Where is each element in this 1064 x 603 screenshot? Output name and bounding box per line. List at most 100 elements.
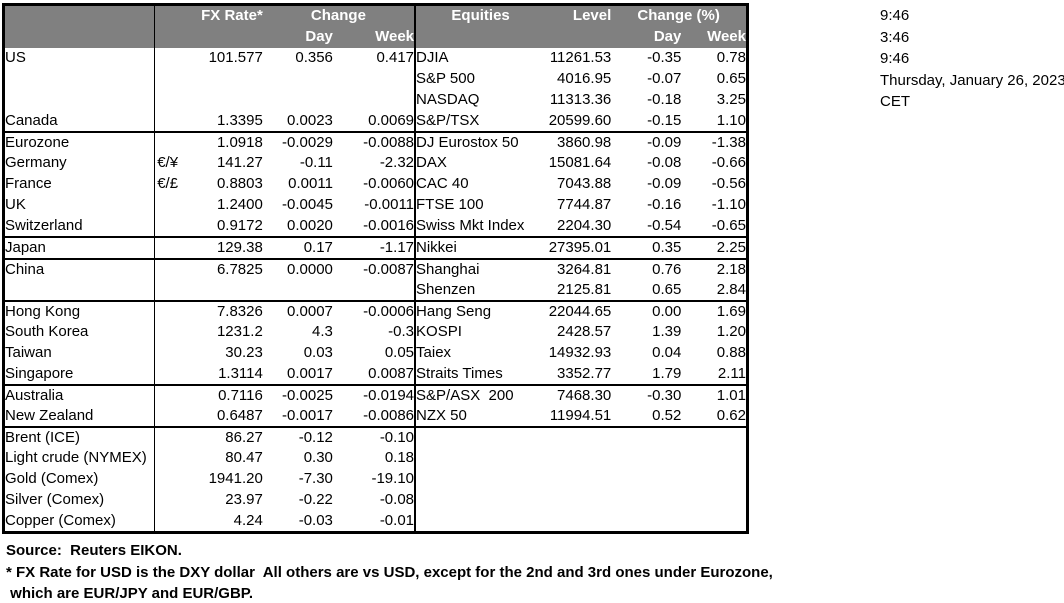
equity-day-change-cell: [611, 511, 681, 533]
fx-week-change-cell: -0.10: [332, 426, 417, 448]
table-row: UK 1.2400 -0.0045 -0.0011 FTSE 100 7744.87 -0.…: [3, 194, 748, 216]
fx-day-subheader: Day: [262, 26, 333, 48]
region-label-cell: China: [3, 258, 156, 280]
equity-week-change-cell: -1.38: [711, 133, 746, 151]
fx-rate-cell: 129.38: [154, 236, 263, 260]
equity-level-cell: 2204.30: [545, 215, 612, 238]
equity-name-cell: [415, 511, 545, 533]
table-row: Light crude (NYMEX) 80.47 0.30 0.18: [3, 447, 748, 469]
fx-week-change-cell: -0.01: [332, 510, 417, 532]
equity-day-change-cell: [611, 490, 681, 511]
equity-day-change-cell: -0.09: [647, 133, 682, 151]
timezone-label: CET: [880, 93, 910, 110]
date-label: Thursday, January 26, 2023: [880, 71, 1064, 89]
equity-week-change-cell: 2.84: [681, 279, 748, 302]
equity-week-change-cell: 3.25: [716, 91, 746, 108]
equity-day-change-cell: -0.35: [647, 49, 682, 66]
region-label-cell: [3, 68, 156, 90]
fx-day-change-cell: -0.0029: [282, 133, 333, 151]
table-row: S&P 500 4016.95 -0.07 0.65: [3, 68, 748, 90]
equity-level-cell: 27395.01: [545, 236, 612, 260]
equity-name-cell: DAX: [416, 154, 447, 171]
fx-day-change-cell: 0.17: [262, 236, 333, 260]
equity-day-change-cell: 0.35: [611, 236, 682, 260]
fx-rate-cell: [155, 90, 263, 111]
equity-level-cell: 11313.36: [549, 91, 612, 108]
equity-level-cell: 2125.81: [545, 279, 612, 302]
table-row: Eurozone 1.0918 -0.0029 -0.0088 DJ Eurostox …: [3, 131, 748, 153]
fx-week-change-cell: 0.05: [332, 342, 417, 364]
table-row: Taiwan 30.23 0.03 0.05 Taiex 14932.93 0.04 0.88: [3, 342, 748, 364]
fx-week-change-cell: [332, 68, 417, 90]
equity-name-cell: Straits Times: [415, 363, 546, 386]
region-label-cell: South Korea: [3, 321, 156, 343]
equity-level-cell: 3264.81: [557, 260, 612, 278]
equity-level-cell: 11994.51: [545, 405, 612, 428]
equity-level-cell: 2428.57: [557, 323, 612, 340]
table-row: Silver (Comex) 23.97 -0.22 -0.08: [3, 489, 748, 511]
table-row: US 101.577 0.356 0.417 DJIA 11261.53 -0.35 0.78: [3, 47, 748, 69]
equity-day-change-cell: 0.00: [652, 302, 682, 320]
table-row: Shenzen 2125.81 0.65 2.84: [3, 279, 748, 302]
region-label-cell: Japan: [3, 236, 156, 260]
table-row: NASDAQ 11313.36 -0.18 3.25: [3, 89, 748, 111]
region-label-cell: [3, 279, 156, 302]
region-label-cell: France: [3, 173, 156, 195]
equity-week-change-cell: [681, 469, 747, 490]
equity-day-change-cell: -0.18: [647, 91, 682, 108]
fx-day-change-cell: 0.0017: [262, 363, 333, 386]
equity-week-change-cell: [681, 511, 747, 533]
fx-week-change-cell: -19.10: [332, 468, 417, 490]
fx-day-change-cell: -0.0017: [262, 405, 333, 428]
source-line: Source: Reuters EIKON.: [6, 542, 182, 559]
region-label-cell: Copper (Comex): [3, 510, 156, 532]
eq-week-subheader: Week: [681, 26, 748, 48]
region-label-cell: Germany: [3, 152, 156, 174]
fx-rate-cell: 0.7116: [218, 386, 263, 404]
fx-day-change-cell: [263, 69, 333, 90]
equity-day-change-cell: 0.52: [611, 405, 682, 428]
equity-level-cell: 20599.60: [545, 110, 612, 133]
table-row: Copper (Comex) 4.24 -0.03 -0.01: [3, 510, 748, 533]
equity-week-change-cell: -0.65: [681, 215, 748, 238]
equity-name-cell: Shenzen: [415, 279, 546, 302]
equities-change-pct-column-header: Change (%): [611, 4, 748, 27]
header-spacer: [545, 26, 612, 48]
equity-name-cell: DJIA: [416, 49, 449, 66]
header-spacer: [3, 26, 156, 48]
fx-week-change-cell: -0.0006: [332, 300, 417, 322]
header-spacer: [154, 26, 263, 48]
fx-week-change-cell: -0.08: [332, 489, 417, 511]
equity-level-cell: 15081.64: [548, 154, 612, 171]
table-row: Australia 0.7116 -0.0025 -0.0194 S&P/ASX 200…: [3, 384, 748, 406]
equity-week-change-cell: 1.10: [681, 110, 748, 133]
equity-week-change-cell: [681, 490, 747, 511]
table-row: Japan 129.38 0.17 -1.17 Nikkei 27395.01 0.35 2.…: [3, 236, 748, 260]
equity-level-cell: [545, 490, 611, 511]
fx-rate-cell: 30.23: [225, 344, 263, 361]
fx-rate-cell: 6.7825: [216, 260, 263, 278]
timestamp-block: 9:46 3:46 9:46 Thursday, January 26, 202…: [880, 5, 1064, 113]
region-label-cell: Singapore: [3, 363, 156, 386]
fx-rate-cell: [155, 69, 263, 90]
table-row: France €/£ 0.8803 0.0011 -0.0060 CAC 40 7043.8…: [3, 173, 748, 195]
fx-rate-cell: 1.2400: [216, 196, 263, 213]
fx-day-change-cell: 0.30: [303, 449, 333, 466]
fx-day-change-cell: -0.0045: [282, 196, 333, 213]
fx-day-change-cell: 0.03: [303, 344, 333, 361]
equity-name-cell: NASDAQ: [416, 91, 480, 108]
equity-week-change-cell: [681, 427, 747, 448]
region-label-cell: Canada: [3, 110, 156, 133]
table-row: Gold (Comex) 1941.20 -7.30 -19.10: [3, 468, 748, 490]
equity-week-change-cell: -1.10: [711, 196, 746, 213]
table-row: Singapore 1.3114 0.0017 0.0087 Straits Times…: [3, 363, 748, 386]
fx-week-subheader: Week: [332, 26, 417, 48]
equity-name-cell: [415, 427, 545, 448]
equity-week-change-cell: [681, 448, 747, 469]
equity-week-change-cell: 0.78: [716, 49, 746, 66]
equity-week-change-cell: 1.01: [716, 386, 746, 404]
fx-week-change-cell: -0.0016: [332, 215, 417, 238]
region-label-cell: Hong Kong: [3, 300, 156, 322]
fx-week-change-cell: -0.0011: [332, 194, 417, 216]
